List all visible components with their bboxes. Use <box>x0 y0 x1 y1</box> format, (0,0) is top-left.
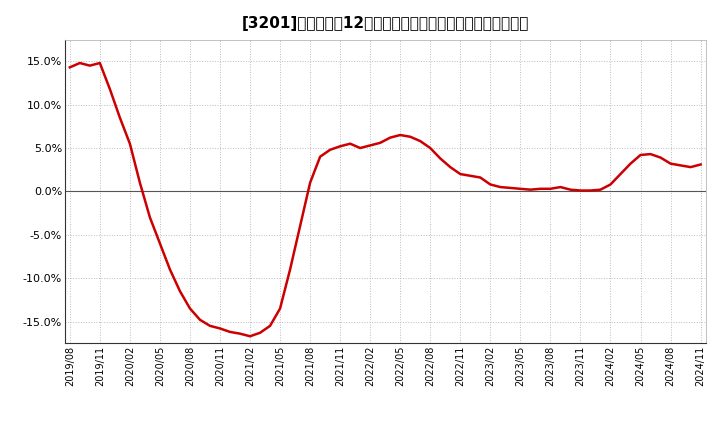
Title: [3201]　売上高の12か月移動合計の対前年同期増減率の推移: [3201] 売上高の12か月移動合計の対前年同期増減率の推移 <box>241 16 529 32</box>
